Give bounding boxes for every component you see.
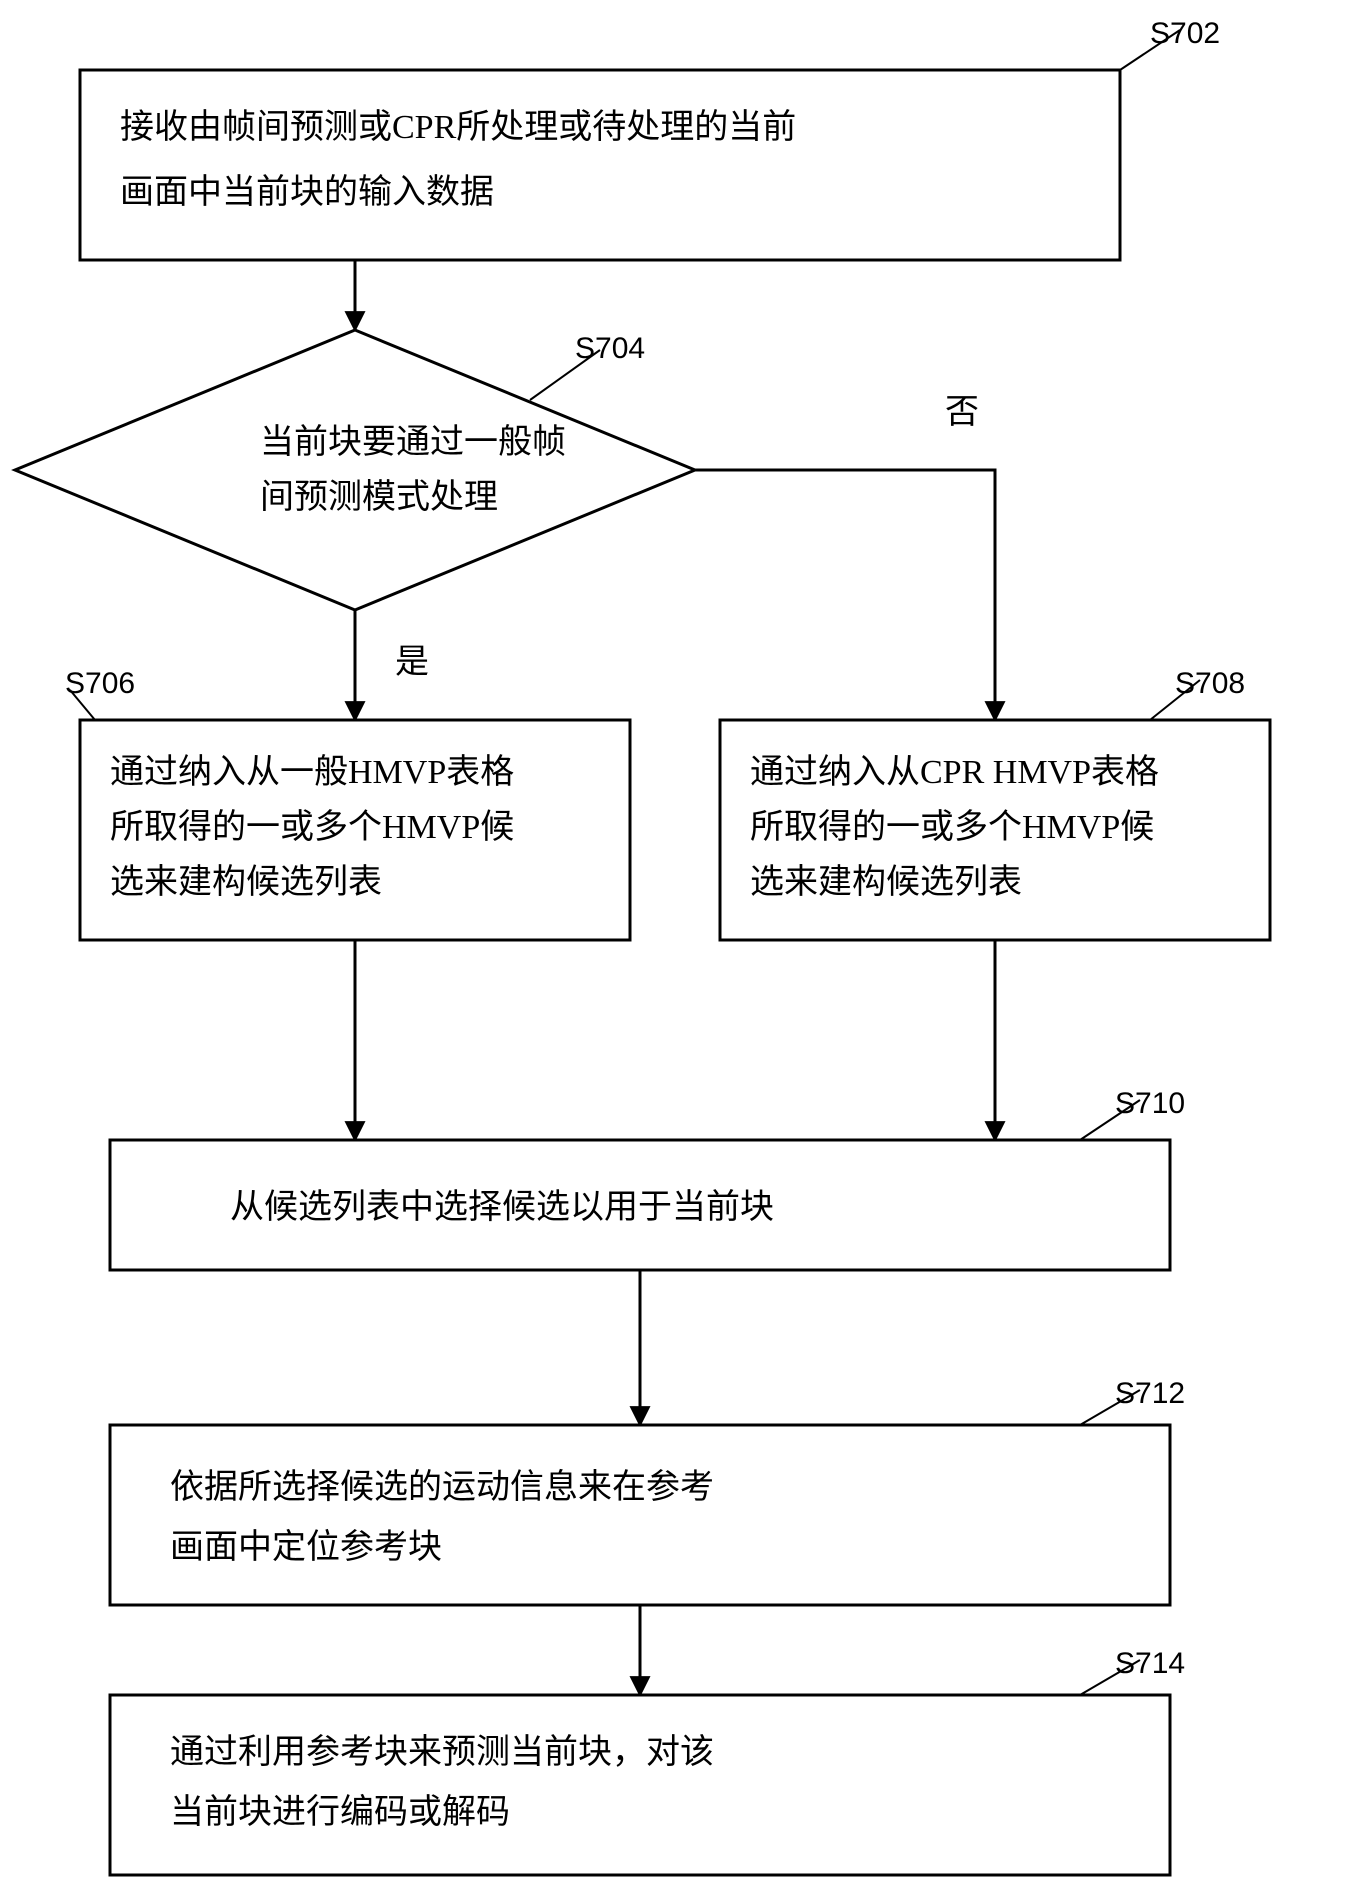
node-S714-line0: 通过利用参考块来预测当前块，对该 <box>170 1733 714 1771</box>
decision-yes-label: 是 <box>395 644 429 681</box>
node-S706: 通过纳入从一般HMVP表格所取得的一或多个HMVP候选来建构候选列表 S706 <box>65 667 630 940</box>
node-S702-line1: 画面中当前块的输入数据 <box>120 173 494 211</box>
node-S706-line2: 选来建构候选列表 <box>110 863 382 901</box>
node-S704-line1: 间预测模式处理 <box>260 478 498 516</box>
node-S708-line0: 通过纳入从CPR HMVP表格 <box>750 753 1159 791</box>
node-S704-line0: 当前块要通过一般帧 <box>260 423 566 461</box>
nodes-layer: 接收由帧间预测或CPR所处理或待处理的当前画面中当前块的输入数据 S702 当前块要… <box>15 17 1270 1875</box>
node-S702: 接收由帧间预测或CPR所处理或待处理的当前画面中当前块的输入数据 S702 <box>80 17 1220 260</box>
node-S710: 从候选列表中选择候选以用于当前块 S710 <box>110 1087 1185 1270</box>
node-S712-line1: 画面中定位参考块 <box>170 1528 442 1566</box>
step-label-S714: S714 <box>1115 1647 1185 1680</box>
step-label-S710: S710 <box>1115 1087 1185 1120</box>
step-label-S704: S704 <box>575 332 645 365</box>
node-S708-line2: 选来建构候选列表 <box>750 863 1022 901</box>
node-S704: 当前块要通过一般帧间预测模式处理 S704 是 否 <box>15 330 979 681</box>
node-S712: 依据所选择候选的运动信息来在参考画面中定位参考块 S712 <box>110 1377 1185 1605</box>
step-label-S708: S708 <box>1175 667 1245 700</box>
step-label-S712: S712 <box>1115 1377 1185 1410</box>
node-S714-line1: 当前块进行编码或解码 <box>170 1793 510 1831</box>
step-label-S706: S706 <box>65 667 135 700</box>
node-S714: 通过利用参考块来预测当前块，对该当前块进行编码或解码 S714 <box>110 1647 1185 1875</box>
step-label-S702: S702 <box>1150 17 1220 50</box>
node-S710-line0: 从候选列表中选择候选以用于当前块 <box>230 1188 774 1226</box>
node-S706-line1: 所取得的一或多个HMVP候 <box>110 808 514 846</box>
node-S708-line1: 所取得的一或多个HMVP候 <box>750 808 1154 846</box>
node-S712-line0: 依据所选择候选的运动信息来在参考 <box>170 1468 714 1506</box>
node-S706-line0: 通过纳入从一般HMVP表格 <box>110 753 514 791</box>
edge-s704-s708 <box>695 470 995 720</box>
node-S702-line0: 接收由帧间预测或CPR所处理或待处理的当前 <box>120 108 796 146</box>
decision-no-label: 否 <box>945 394 979 431</box>
